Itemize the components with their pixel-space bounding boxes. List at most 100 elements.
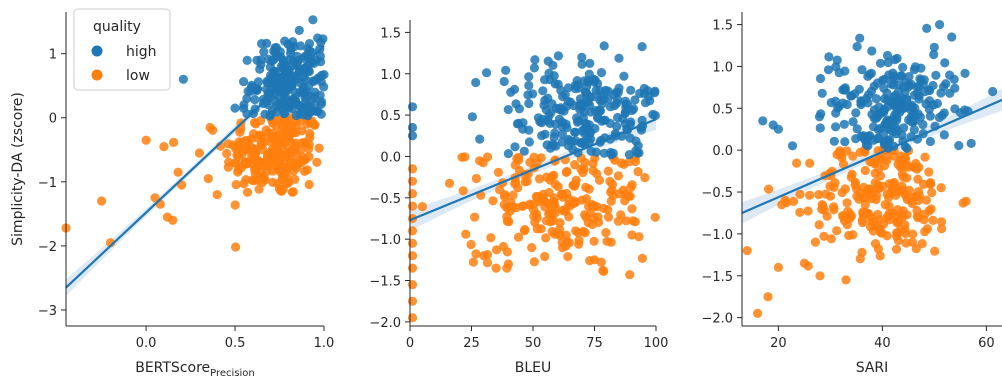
data-point-high [268,74,278,84]
data-point-low [250,165,260,175]
data-point-high [758,116,768,126]
data-point-high [931,70,941,80]
data-point-high [880,137,891,148]
data-point-low [887,188,897,198]
data-point-high [475,134,485,144]
data-point-high [879,104,890,114]
data-point-low [250,144,260,155]
data-point-low [841,275,851,285]
data-point-high [613,87,623,97]
data-point-low [613,216,624,226]
data-point-low [896,162,906,172]
y-tick-label: 1.5 [380,26,401,41]
data-point-high [857,65,867,75]
data-point-low [838,211,848,221]
y-tick-label: 0 [49,112,57,127]
data-point-high [553,79,563,89]
data-point-high [316,77,326,87]
data-point-low [273,179,283,189]
data-point-low [538,189,548,199]
x-tick-label: 60 [978,336,995,351]
data-point-low [230,200,240,210]
data-point-high [839,119,849,129]
data-point-low [281,152,291,162]
data-point-low [875,251,885,261]
data-point-high [621,99,631,109]
data-point-low [780,195,790,205]
data-point-low [486,233,496,243]
data-point-low [799,258,810,268]
data-point-low [845,209,855,219]
data-point-low [312,157,322,167]
data-point-high [316,109,326,119]
data-point-low [908,229,918,239]
data-point-low [810,237,821,247]
data-point-high [572,76,582,86]
x-tick-label: 40 [874,336,891,351]
data-point-low [921,195,932,205]
data-point-low [513,232,524,242]
data-point-high [888,72,898,82]
data-point-low [534,174,545,184]
data-point-high [574,83,584,93]
data-point-high [302,86,312,96]
data-point-high [593,78,603,89]
data-point-low [527,243,537,253]
y-tick-label: −3 [38,304,57,319]
data-point-low [922,224,933,234]
data-point-high [544,111,554,121]
data-point-low [173,167,183,177]
data-point-low [260,160,270,170]
data-point-high [614,53,624,63]
data-point-high [524,80,534,91]
data-point-high [650,88,660,98]
data-point-high [524,98,534,109]
x-tick-label: 75 [586,336,603,351]
data-point-high [630,95,640,105]
data-point-high [829,136,839,146]
data-point-high [954,141,964,151]
data-point-high [292,51,302,62]
data-point-high [267,106,277,116]
data-point-low [407,238,418,248]
data-point-high [988,86,998,97]
data-point-low [578,226,589,236]
data-point-high [310,87,320,97]
data-point-low [601,228,611,238]
data-point-low [637,253,648,263]
data-point-high [577,52,587,62]
y-tick-label: −0.5 [701,186,733,201]
data-point-high [557,129,568,139]
data-point-low [907,237,918,247]
y-tick-label: 0.0 [712,144,733,159]
data-point-low [471,173,481,184]
data-point-high [482,68,492,78]
data-point-low [891,244,902,254]
data-point-high [618,114,628,124]
data-point-high [947,32,957,42]
data-point-high [850,89,860,99]
data-point-low [529,257,540,267]
data-point-low [407,280,418,290]
data-point-low [630,217,640,227]
data-point-low [256,140,266,150]
data-point-high [544,68,554,78]
data-point-high [852,124,862,134]
data-point-low [557,237,567,247]
data-point-low [291,128,301,138]
data-point-high [276,61,286,71]
legend-marker-high [91,45,103,57]
data-point-low [914,187,924,197]
data-point-low [795,189,805,199]
data-point-low [304,179,314,190]
data-point-low [561,230,571,240]
data-point-low [550,229,560,239]
x-tick-label: 50 [525,336,542,351]
data-point-low [249,129,259,139]
data-point-high [547,99,557,109]
data-point-low [589,255,600,265]
data-point-high [636,125,647,135]
data-point-high [867,46,877,56]
data-point-low [914,162,924,172]
data-point-low [907,192,917,202]
